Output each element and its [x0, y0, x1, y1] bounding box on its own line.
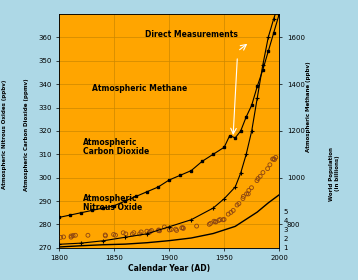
Point — [226, 212, 231, 216]
Point — [68, 235, 74, 239]
Text: 2: 2 — [284, 236, 288, 242]
Text: 5: 5 — [284, 209, 288, 215]
Point — [149, 228, 154, 233]
Text: 1: 1 — [284, 245, 288, 251]
Point — [70, 233, 76, 238]
Point — [161, 225, 167, 229]
Text: Atmospheric Methane (ppbv): Atmospheric Methane (ppbv) — [306, 61, 311, 152]
Point — [213, 220, 218, 224]
Point — [102, 234, 108, 238]
Point — [216, 218, 222, 223]
Text: Atmospheric Nitrous Oxides (ppbv): Atmospheric Nitrous Oxides (ppbv) — [2, 80, 7, 189]
Point — [254, 178, 260, 183]
Point — [147, 229, 153, 234]
Point — [241, 194, 246, 199]
Point — [179, 225, 185, 230]
Point — [174, 228, 179, 233]
Point — [257, 174, 263, 179]
Point — [173, 227, 179, 231]
Point — [68, 234, 74, 238]
Point — [146, 230, 152, 235]
Point — [58, 235, 63, 240]
Point — [131, 230, 137, 235]
Point — [213, 220, 219, 224]
Point — [221, 217, 227, 222]
Point — [194, 224, 199, 228]
Point — [206, 222, 212, 227]
X-axis label: Calendar Year (AD): Calendar Year (AD) — [128, 264, 210, 273]
Point — [267, 162, 273, 167]
Point — [240, 196, 246, 201]
Point — [236, 201, 242, 206]
Point — [137, 232, 142, 236]
Point — [271, 157, 277, 161]
Point — [245, 192, 251, 196]
Text: Direct Measurements: Direct Measurements — [145, 30, 238, 39]
Point — [180, 226, 186, 231]
Point — [255, 176, 261, 181]
Point — [211, 219, 217, 223]
Point — [113, 233, 118, 237]
Point — [246, 188, 252, 193]
Point — [248, 185, 254, 190]
Point — [228, 210, 234, 214]
Text: Atmospheric
Nitrous Oxide: Atmospheric Nitrous Oxide — [83, 194, 142, 213]
Point — [230, 208, 236, 213]
Point — [73, 233, 78, 237]
Point — [265, 166, 271, 171]
Point — [123, 232, 129, 236]
Point — [168, 227, 174, 232]
Text: Atmospheric
Carbon Dioxide: Atmospheric Carbon Dioxide — [83, 137, 150, 156]
Point — [270, 157, 276, 161]
Point — [156, 228, 161, 233]
Point — [220, 218, 226, 222]
Point — [156, 228, 161, 232]
Point — [85, 233, 91, 237]
Text: 4: 4 — [284, 218, 288, 224]
Point — [260, 170, 266, 175]
Point — [180, 225, 186, 230]
Point — [217, 217, 223, 222]
Point — [208, 221, 213, 226]
Point — [244, 192, 250, 196]
Text: World Population
(in billions): World Population (in billions) — [329, 147, 340, 200]
Point — [273, 155, 279, 160]
Point — [272, 157, 277, 162]
Point — [157, 228, 163, 233]
Point — [144, 229, 150, 234]
Text: 3: 3 — [284, 227, 288, 233]
Point — [120, 230, 126, 235]
Point — [138, 230, 144, 234]
Point — [234, 203, 240, 207]
Point — [166, 228, 172, 232]
Point — [130, 232, 135, 236]
Point — [102, 233, 108, 237]
Text: Atmospheric Carbon Dioxide (ppmv): Atmospheric Carbon Dioxide (ppmv) — [24, 78, 29, 191]
Point — [61, 235, 67, 239]
Point — [111, 232, 116, 237]
Text: Atmospheric Methane: Atmospheric Methane — [92, 84, 187, 93]
